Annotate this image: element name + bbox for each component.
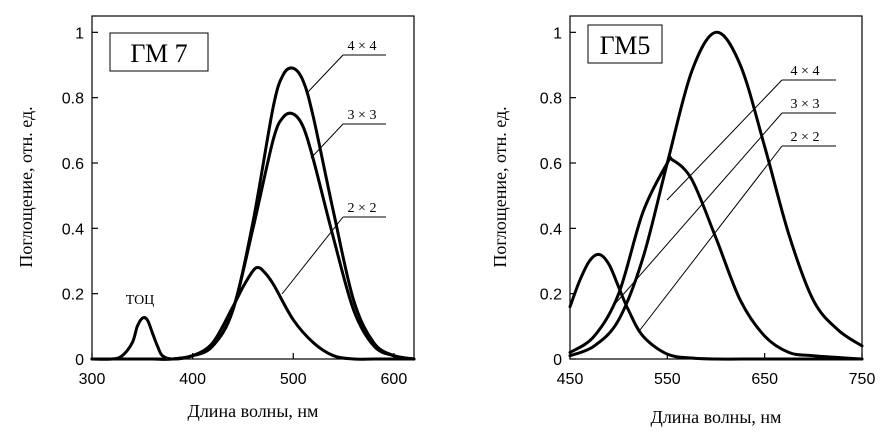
y-tick-label: 0.6: [62, 156, 84, 173]
series-line-2: [90, 266, 416, 361]
chart-gm7: ГМ 7 Поглощение, отн. ед. Длина волны, н…: [16, 15, 416, 421]
series-line-0: [568, 30, 864, 358]
plot-frame: [91, 15, 415, 360]
series-line-2: [568, 252, 864, 361]
annotation-3x3: 3 × 3: [348, 108, 377, 123]
chart-gm5: ГМ5 Поглощение, отн. ед. Длина волны, нм…: [490, 15, 876, 427]
series-line-1: [90, 111, 416, 361]
y-tick-label: 0: [75, 352, 84, 369]
chart-title: ГМ5: [600, 31, 651, 60]
y-tick-label: 0.2: [62, 287, 84, 304]
x-axis-label: Длина волны, нм: [188, 401, 319, 421]
y-tick-label: 0.2: [540, 287, 562, 304]
x-tick-label: 650: [751, 371, 778, 388]
y-tick-label: 0.4: [62, 221, 84, 238]
x-tick-label: 450: [557, 371, 584, 388]
annotation-4x4: 4 × 4: [791, 64, 820, 79]
y-axis-label: Поглощение, отн. ед.: [16, 106, 36, 267]
y-axis-label: Поглощение, отн. ед.: [490, 106, 510, 267]
x-tick-label: 750: [849, 371, 876, 388]
x-tick-label: 500: [280, 371, 307, 388]
annotation-toc: ТОЦ: [126, 293, 155, 308]
annotation-4x4: 4 × 4: [348, 39, 377, 54]
leader-line-3x3: [613, 112, 783, 306]
title-box: [587, 24, 663, 64]
leader-line-2x2: [281, 216, 344, 295]
y-tick-label: 0.4: [540, 221, 562, 238]
leader-line-2x2: [639, 145, 783, 331]
y-tick-label: 0.8: [540, 91, 562, 108]
annotation-2x2: 2 × 2: [791, 130, 820, 145]
leader-line-4x4: [666, 79, 783, 201]
y-tick-label: 0.6: [540, 156, 562, 173]
leader-line-3x3: [310, 123, 344, 159]
y-tick-label: 1: [75, 25, 84, 42]
series-line-1: [568, 155, 864, 361]
annotation-2x2: 2 × 2: [348, 201, 377, 216]
x-tick-label: 400: [179, 371, 206, 388]
chart-title: ГМ 7: [130, 39, 187, 68]
title-box: [109, 32, 209, 72]
annotation-3x3: 3 × 3: [791, 97, 820, 112]
leader-line-4x4: [306, 54, 344, 94]
x-axis-label: Длина волны, нм: [651, 407, 782, 427]
y-tick-label: 0: [553, 352, 562, 369]
y-tick-label: 0.8: [62, 91, 84, 108]
x-tick-label: 600: [381, 371, 408, 388]
x-tick-label: 300: [79, 371, 106, 388]
y-tick-label: 1: [553, 25, 562, 42]
x-tick-label: 550: [654, 371, 681, 388]
